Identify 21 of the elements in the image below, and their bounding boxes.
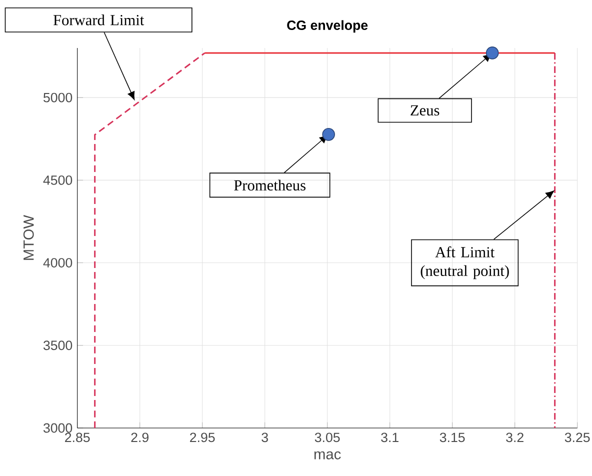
y-tick-label: 3000 — [43, 423, 72, 433]
x-tick-label: 3.25 — [564, 432, 590, 442]
annotation: Zeus — [410, 105, 440, 116]
x-tick-label: 3.15 — [440, 432, 465, 442]
y-tick-label: 4500 — [43, 175, 72, 185]
x-tick-label: 3.2 — [506, 432, 524, 442]
x-tick-label: 3.05 — [314, 432, 340, 442]
x-tick-label: 2.95 — [190, 432, 215, 442]
chart-title: CG envelope — [287, 20, 368, 33]
x-tick-label: 3.1 — [381, 432, 398, 442]
y-tick-label: 3500 — [43, 340, 72, 350]
x-axis-title: mac — [314, 451, 341, 460]
annotation: Forward Limit — [53, 14, 144, 26]
y-axis-title: MTOW — [23, 214, 34, 260]
y-tick-label: 4000 — [43, 258, 72, 268]
annotation: Prometheus — [234, 180, 306, 191]
x-tick-label: 2.9 — [131, 432, 148, 442]
x-tick-label: 3 — [262, 432, 268, 442]
y-tick-label: 5000 — [44, 92, 72, 102]
annotation: Aft Limit (neutral point) — [420, 246, 509, 280]
x-tick-label: 2.85 — [65, 432, 90, 442]
